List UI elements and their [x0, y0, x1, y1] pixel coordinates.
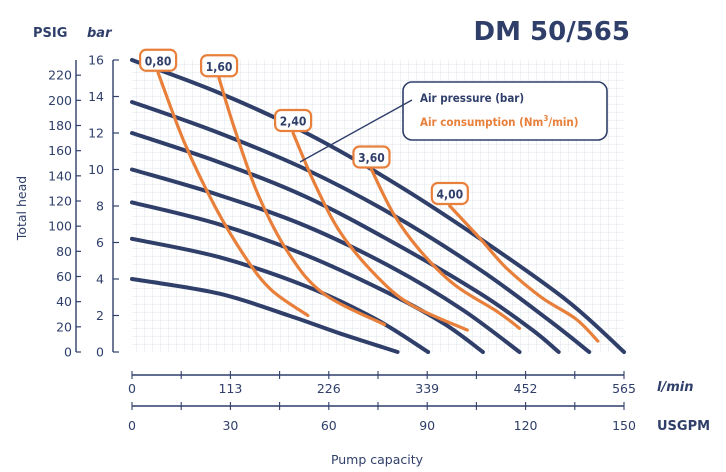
y-unit-psig: PSIG	[33, 26, 67, 41]
bar-tick-label: 0	[96, 345, 104, 360]
air-consumption-label-box	[430, 181, 469, 206]
air-consumption-label-box	[139, 48, 178, 72]
y-axis-title: Total head	[14, 176, 29, 241]
lmin-tick-label: 226	[317, 381, 341, 396]
legend-box	[402, 81, 608, 141]
air-consumption-label-text: 2,40	[280, 115, 307, 129]
air-consumption-label-box	[199, 54, 239, 78]
bar-tick-label: 14	[88, 89, 104, 104]
air-consumption-curve	[369, 167, 522, 330]
air-pressure-curve	[130, 236, 431, 354]
usgpm-tick-label: 120	[514, 418, 538, 433]
x-unit-usgpm: USGPM	[657, 419, 710, 434]
air-consumption-label: 0,80	[139, 48, 178, 72]
bar-tick-label: 8	[96, 199, 104, 214]
psig-tick-label: 160	[48, 143, 72, 158]
air-consumption-label-box	[273, 108, 313, 133]
bar-tick-label: 4	[96, 272, 104, 287]
psig-tick-label: 200	[48, 93, 72, 108]
air-consumption-label-box	[352, 145, 391, 169]
usgpm-tick-label: 150	[612, 418, 636, 433]
bar-tick-label: 6	[96, 235, 104, 250]
usgpm-tick-label: 30	[222, 418, 238, 433]
legend: Air pressure (bar) Air consumption (Nm3/…	[299, 81, 608, 163]
air-consumption-curve	[156, 71, 310, 318]
psig-tick-label: 100	[48, 219, 72, 234]
lmin-tick-label: 339	[415, 381, 439, 396]
air-consumption-label-text: 1,60	[206, 60, 233, 74]
psig-tick-label: 0	[64, 345, 72, 360]
air-consumption-label: 3,60	[352, 145, 391, 169]
psig-tick-label: 40	[56, 294, 72, 309]
bar-tick-label: 16	[88, 53, 104, 68]
bar-tick-label: 2	[96, 308, 104, 323]
lmin-tick-label: 565	[612, 381, 636, 396]
air-pressure-curve	[130, 277, 400, 354]
usgpm-tick-label: 60	[321, 418, 337, 433]
psig-tick-label: 80	[56, 244, 72, 259]
bar-tick-label: 10	[88, 162, 104, 177]
psig-tick-label: 60	[56, 269, 72, 284]
bar-tick-label: 12	[88, 126, 104, 141]
usgpm-tick-label: 90	[419, 418, 435, 433]
lmin-tick-label: 452	[514, 381, 538, 396]
air-consumption-label-text: 0,80	[145, 54, 172, 68]
usgpm-tick-label: 0	[128, 418, 136, 433]
air-consumption-label: 2,40	[273, 108, 313, 133]
air-consumption-label: 1,60	[199, 54, 239, 78]
y-unit-bar: bar	[87, 26, 113, 41]
x-unit-lmin: l/min	[657, 380, 693, 395]
lmin-tick-label: 0	[128, 381, 136, 396]
psig-tick-label: 220	[48, 68, 72, 83]
air-consumption-curve	[448, 204, 600, 343]
psig-tick-label: 140	[48, 168, 72, 183]
chart-title: DM 50/565	[474, 17, 630, 47]
psig-tick-label: 20	[56, 319, 72, 334]
lmin-tick-label: 113	[218, 381, 242, 396]
psig-tick-label: 180	[48, 118, 72, 133]
x-axis-title: Pump capacity	[331, 452, 424, 467]
air-pressure-curve	[130, 58, 626, 354]
air-consumption-label-text: 3,60	[358, 151, 385, 165]
legend-air-pressure: Air pressure (bar)	[420, 91, 524, 105]
air-consumption-curve	[291, 131, 469, 332]
air-pressure-curve	[130, 131, 561, 354]
psig-tick-label: 120	[48, 194, 72, 209]
air-consumption-label-text: 4,00	[437, 188, 464, 202]
air-consumption-curve	[217, 76, 387, 327]
air-consumption-label: 4,00	[430, 181, 469, 206]
legend-air-consumption: Air consumption (Nm3/min)	[420, 114, 579, 129]
air-pressure-curve	[130, 200, 485, 354]
legend-leader-line	[299, 99, 413, 163]
